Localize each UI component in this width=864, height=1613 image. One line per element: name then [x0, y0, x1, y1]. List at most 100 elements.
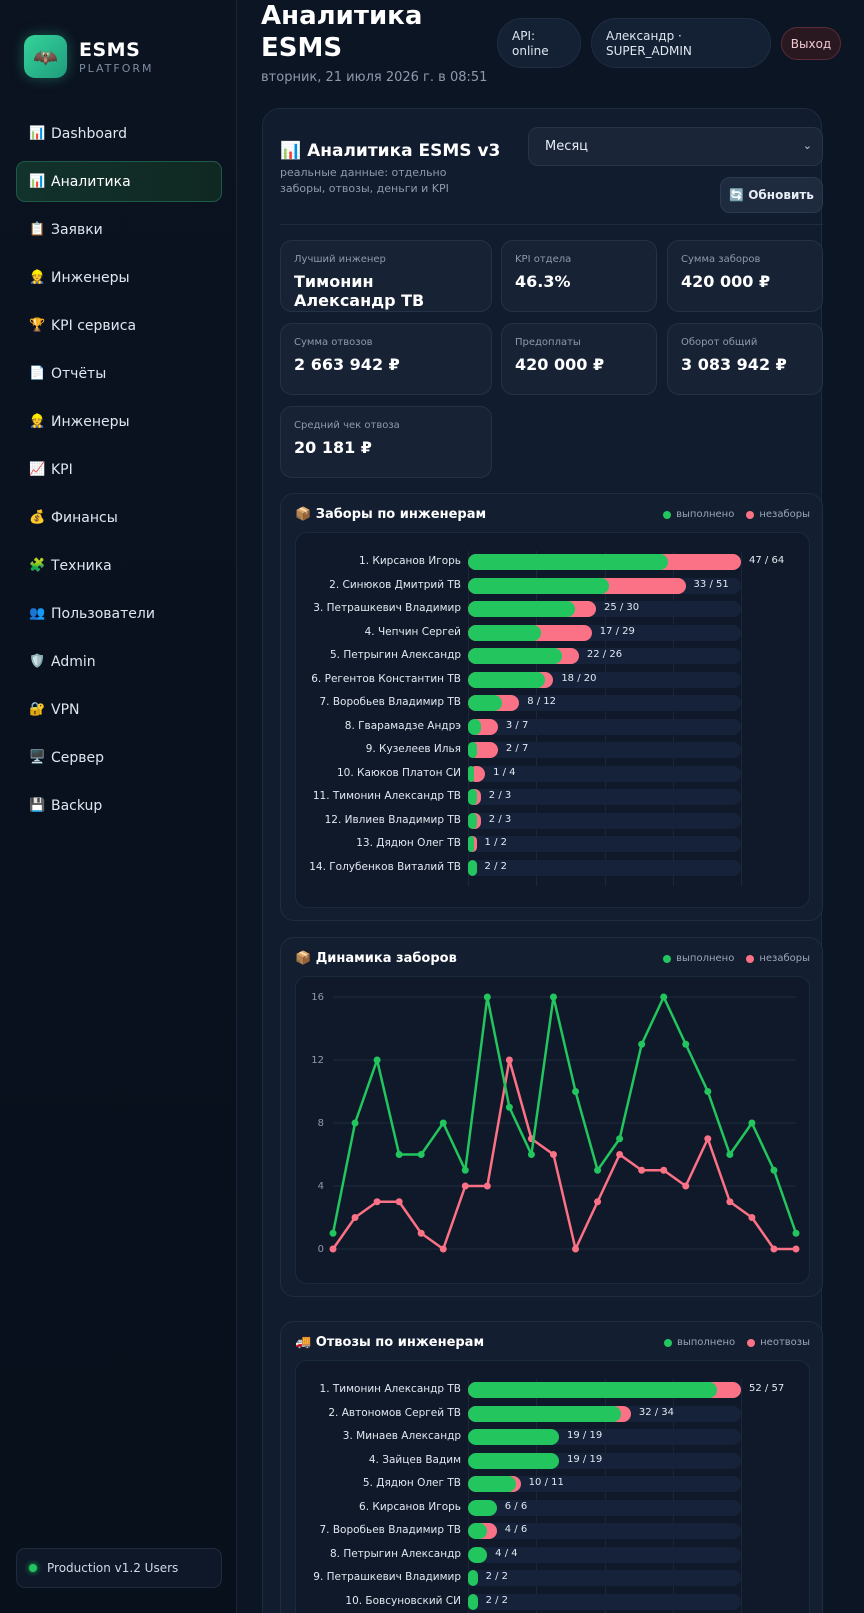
legend-label-fail: незаборы	[759, 953, 810, 964]
bar-value-label: 18 / 20	[561, 672, 597, 684]
bar-row: 5. Дядюн Олег ТВ 10 / 11	[296, 1475, 811, 1493]
data-point[interactable]	[549, 1151, 557, 1158]
sidebar-item-7[interactable]: 📈 KPI	[16, 449, 222, 490]
bar-row: 10. Бовсуновский СИ 2 / 2	[296, 1593, 811, 1611]
bar-value-label: 32 / 34	[638, 1406, 675, 1418]
bar-row: 13. Дядюн Олег ТВ 1 / 2	[296, 835, 811, 853]
data-point[interactable]	[594, 1166, 602, 1174]
data-point[interactable]	[505, 1056, 513, 1064]
data-point[interactable]	[395, 1198, 403, 1206]
data-point[interactable]	[704, 1088, 712, 1095]
box-icon: 📦	[295, 507, 312, 522]
sidebar-item-14[interactable]: 💾 Backup	[16, 785, 222, 826]
data-point[interactable]	[395, 1151, 403, 1158]
data-point[interactable]	[527, 1151, 535, 1158]
analytics-title: 📊 Аналитика ESMS v3	[280, 141, 500, 161]
bar-done	[468, 1523, 488, 1539]
data-point[interactable]	[748, 1119, 756, 1127]
kpi-department: KPI отдела 46.3%	[501, 240, 657, 312]
data-point[interactable]	[417, 1151, 425, 1158]
data-point[interactable]	[329, 1245, 337, 1253]
panel-title-text: Заборы по инженерам	[315, 507, 487, 522]
data-point[interactable]	[792, 1245, 800, 1253]
bar-label: 12. Ивлиев Владимир ТВ	[324, 813, 461, 826]
data-point[interactable]	[373, 1056, 381, 1064]
data-point[interactable]	[549, 993, 557, 1001]
data-point[interactable]	[660, 993, 668, 1001]
data-point[interactable]	[572, 1088, 580, 1095]
data-point[interactable]	[351, 1214, 359, 1221]
data-point[interactable]	[439, 1245, 447, 1253]
period-select[interactable]: Месяц ⌄	[528, 127, 823, 166]
data-point[interactable]	[483, 1182, 491, 1190]
bar-row: 8. Гварамадзе Андрэ 3 / 7	[296, 718, 811, 736]
data-point[interactable]	[594, 1198, 602, 1206]
bar-value-label: 4 / 4	[495, 1547, 518, 1559]
bar-value-label: 2 / 3	[488, 790, 512, 801]
data-point[interactable]	[770, 1245, 778, 1253]
data-point[interactable]	[726, 1151, 734, 1158]
data-point[interactable]	[638, 1040, 646, 1048]
data-point[interactable]	[792, 1229, 800, 1237]
data-point[interactable]	[417, 1229, 425, 1237]
sidebar-item-5[interactable]: 📄 Отчёты	[16, 353, 222, 394]
bar-track	[468, 1499, 741, 1516]
data-point[interactable]	[770, 1166, 778, 1174]
legend: выполнено незаборы	[651, 953, 810, 964]
refresh-button[interactable]: 🔄 Обновить	[720, 177, 823, 213]
data-point[interactable]	[616, 1135, 624, 1143]
kpi-label: Сумма заборов	[681, 254, 761, 265]
data-point[interactable]	[682, 1040, 690, 1048]
data-point[interactable]	[616, 1151, 624, 1158]
bar-track	[468, 859, 741, 876]
data-point[interactable]	[505, 1103, 513, 1111]
kpi-label: KPI отдела	[515, 254, 572, 265]
bar-row: 2. Синюков Дмитрий ТВ 33 / 51	[296, 577, 811, 595]
data-point[interactable]	[638, 1166, 646, 1174]
data-point[interactable]	[483, 993, 491, 1001]
sidebar-item-0[interactable]: 📊 Dashboard	[16, 113, 222, 154]
bar-track	[468, 765, 741, 782]
sidebar-item-6[interactable]: 👷 Инженеры	[16, 401, 222, 442]
bat-logo-icon: 🦇	[24, 35, 67, 78]
bar-row: 11. Тимонин Александр ТВ 2 / 3	[296, 788, 811, 806]
data-point[interactable]	[726, 1198, 734, 1206]
dynamics-line-chart: 0 4 8 12 16	[311, 992, 800, 1255]
sidebar-item-9[interactable]: 🧩 Техника	[16, 545, 222, 586]
data-point[interactable]	[373, 1198, 381, 1206]
data-point[interactable]	[329, 1229, 337, 1237]
sidebar-item-1[interactable]: 📊 Аналитика	[16, 161, 222, 202]
data-point[interactable]	[461, 1182, 469, 1190]
sidebar-item-2[interactable]: 📋 Заявки	[16, 209, 222, 250]
api-status-badge: API: online	[497, 18, 581, 68]
data-point[interactable]	[682, 1182, 690, 1190]
brand-title: ESMS	[79, 38, 141, 61]
sidebar-item-13[interactable]: 🖥️ Сервер	[16, 737, 222, 778]
user-badge[interactable]: Александр · SUPER_ADMIN	[591, 18, 771, 68]
sidebar-item-4[interactable]: 🏆 KPI сервиса	[16, 305, 222, 346]
bar-value-label: 6 / 6	[504, 1500, 528, 1512]
sidebar-item-8[interactable]: 💰 Финансы	[16, 497, 222, 538]
logout-button[interactable]: Выход	[781, 27, 841, 60]
data-point[interactable]	[351, 1119, 359, 1127]
sidebar-item-10[interactable]: 👥 Пользователи	[16, 593, 222, 634]
data-point[interactable]	[704, 1135, 712, 1143]
brand[interactable]: 🦇 ESMS PLATFORM	[24, 35, 154, 78]
data-point[interactable]	[572, 1245, 580, 1253]
data-point[interactable]	[748, 1214, 756, 1221]
bar-label: 7. Воробьев Владимир ТВ	[319, 1524, 461, 1536]
nav-icon: 📋	[29, 222, 46, 237]
data-point[interactable]	[439, 1119, 447, 1127]
bar-done	[468, 695, 503, 711]
bar-done	[468, 1499, 497, 1516]
sidebar-item-3[interactable]: 👷 Инженеры	[16, 257, 222, 298]
dynamics-panel: 📦 Динамика заборов выполнено незаборы 0 4…	[280, 937, 823, 1297]
data-point[interactable]	[660, 1166, 668, 1174]
sidebar-item-11[interactable]: 🛡️ Admin	[16, 641, 222, 682]
kpi-label: Средний чек отвоза	[294, 420, 400, 431]
sidebar-item-12[interactable]: 🔐 VPN	[16, 689, 222, 730]
panel-title: 🚚 Отвозы по инженерам	[295, 1335, 484, 1350]
bar-row: 9. Петрашкевич Владимир 2 / 2	[296, 1569, 811, 1587]
nav-icon: 👷	[29, 270, 46, 285]
data-point[interactable]	[461, 1166, 469, 1174]
